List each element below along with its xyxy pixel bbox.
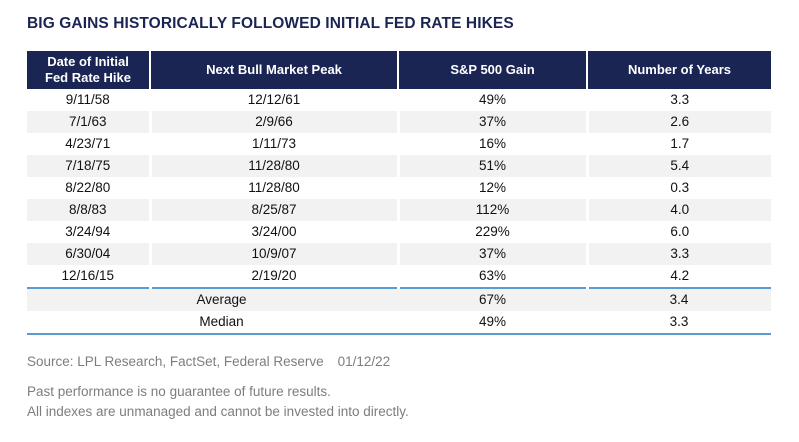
table-cell: 12% bbox=[396, 177, 587, 199]
exhibit: BIG GAINS HISTORICALLY FOLLOWED INITIAL … bbox=[27, 15, 772, 419]
table-cell: 1.7 bbox=[585, 133, 771, 155]
disclaimer-line-1: Past performance is no guarantee of futu… bbox=[27, 384, 331, 399]
table-cell: 2.6 bbox=[585, 111, 771, 133]
table-row: 12/16/15 2/19/20 63% 4.2 bbox=[27, 265, 771, 288]
table-cell: 3.3 bbox=[585, 243, 771, 265]
summary-row-median: Median 49% 3.3 bbox=[27, 311, 771, 335]
header-row: Date of Initial Fed Rate Hike Next Bull … bbox=[27, 51, 771, 89]
summary-median-gain: 49% bbox=[398, 311, 587, 335]
table-cell: 3/24/94 bbox=[65, 224, 111, 239]
table-cell: 7/1/63 bbox=[68, 114, 107, 129]
table-summary: Average 67% 3.4 Median 49% 3.3 bbox=[27, 287, 771, 335]
column-header-next-bull-market-peak: Next Bull Market Peak bbox=[149, 51, 398, 89]
summary-average-years: 3.4 bbox=[587, 287, 771, 311]
source-text: Source: LPL Research, FactSet, Federal R… bbox=[27, 354, 324, 369]
table-cell: 229% bbox=[396, 221, 587, 243]
page-title: BIG GAINS HISTORICALLY FOLLOWED INITIAL … bbox=[27, 15, 514, 32]
table-row: 8/22/80 11/28/80 12% 0.3 bbox=[27, 177, 771, 199]
summary-average-label-cell: Average bbox=[27, 287, 398, 311]
summary-average-gain: 67% bbox=[398, 287, 587, 311]
table-cell: 4.2 bbox=[585, 265, 771, 288]
table-row: 3/24/94 3/24/00 229% 6.0 bbox=[27, 221, 771, 243]
column-header-number-of-years: Number of Years bbox=[586, 51, 771, 89]
summary-median-label: Median bbox=[199, 314, 244, 329]
table-cell: 37% bbox=[396, 111, 587, 133]
table-row: 7/18/75 11/28/80 51% 5.4 bbox=[27, 155, 771, 177]
column-header-sp500-gain: S&P 500 Gain bbox=[397, 51, 587, 89]
summary-average-label: Average bbox=[196, 292, 247, 307]
source-line: Source: LPL Research, FactSet, Federal R… bbox=[27, 354, 772, 369]
table-cell: 10/9/07 bbox=[148, 243, 398, 265]
table-row: 4/23/71 1/11/73 16% 1.7 bbox=[27, 133, 771, 155]
table-cell: 2/9/66 bbox=[148, 111, 398, 133]
table-cell: 63% bbox=[396, 265, 587, 288]
summary-row-average: Average 67% 3.4 bbox=[27, 287, 771, 311]
table-cell: 4/23/71 bbox=[65, 136, 111, 151]
table-cell: 1/11/73 bbox=[148, 133, 398, 155]
table-cell: 8/8/83 bbox=[68, 202, 107, 217]
table-body: 9/11/58 12/12/61 49% 3.3 7/1/63 2/9/66 37% 2.6 4… bbox=[27, 89, 771, 288]
table-cell: 5.4 bbox=[585, 155, 771, 177]
table-cell: 37% bbox=[396, 243, 587, 265]
table-header: Date of Initial Fed Rate Hike Next Bull … bbox=[27, 51, 771, 89]
table-row: 9/11/58 12/12/61 49% 3.3 bbox=[27, 89, 771, 111]
table-cell: 7/18/75 bbox=[65, 158, 111, 173]
table-cell: 12/16/15 bbox=[61, 268, 115, 283]
table-row: 8/8/83 8/25/87 112% 4.0 bbox=[27, 199, 771, 221]
table-row: 7/1/63 2/9/66 37% 2.6 bbox=[27, 111, 771, 133]
table-cell: 3/24/00 bbox=[148, 221, 398, 243]
summary-median-years: 3.3 bbox=[587, 311, 771, 335]
fed-rate-hike-table: Date of Initial Fed Rate Hike Next Bull … bbox=[27, 51, 771, 335]
table-cell: 51% bbox=[396, 155, 587, 177]
table-cell: 8/25/87 bbox=[148, 199, 398, 221]
column-header-date-of-initial-fed-rate-hike: Date of Initial Fed Rate Hike bbox=[27, 51, 150, 89]
table-cell: 112% bbox=[396, 199, 587, 221]
source-date: 01/12/22 bbox=[337, 354, 391, 369]
table-cell: 9/11/58 bbox=[65, 92, 110, 107]
table-cell: 11/28/80 bbox=[148, 177, 398, 199]
table-cell: 0.3 bbox=[585, 177, 771, 199]
table-cell: 6.0 bbox=[585, 221, 771, 243]
table-cell: 49% bbox=[396, 89, 587, 111]
table-cell: 6/30/04 bbox=[65, 246, 111, 261]
summary-median-label-cell: Median bbox=[27, 311, 398, 335]
table-row: 6/30/04 10/9/07 37% 3.3 bbox=[27, 243, 771, 265]
table-cell: 4.0 bbox=[585, 199, 771, 221]
table-cell: 12/12/61 bbox=[148, 89, 398, 111]
table-cell: 16% bbox=[396, 133, 587, 155]
table-cell: 11/28/80 bbox=[148, 155, 398, 177]
table-cell: 8/22/80 bbox=[65, 180, 111, 195]
disclaimer-line-2: All indexes are unmanaged and cannot be … bbox=[27, 404, 409, 419]
table-cell: 2/19/20 bbox=[148, 265, 398, 288]
table-cell: 3.3 bbox=[585, 89, 771, 111]
